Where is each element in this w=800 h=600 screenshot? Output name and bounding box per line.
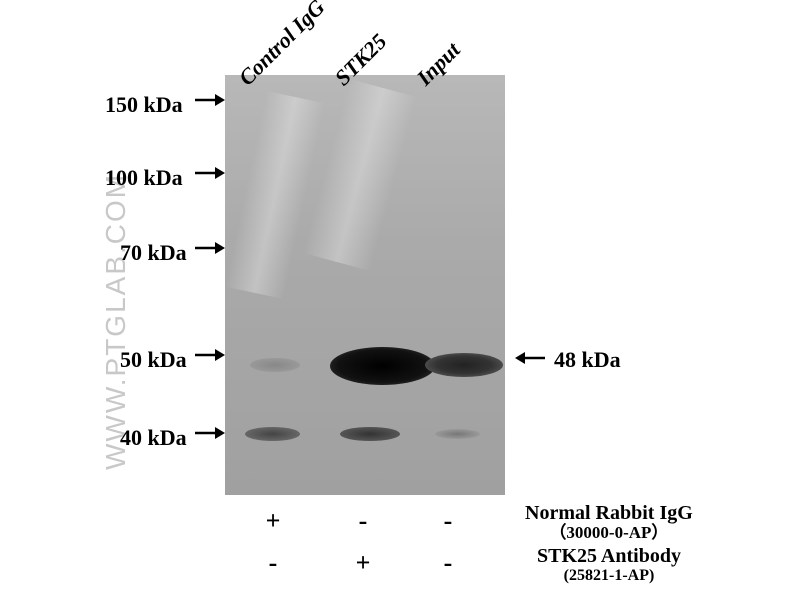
treatment-label-sub: （30000-0-AP） bbox=[525, 524, 693, 543]
arrow-icon bbox=[195, 423, 225, 449]
mw-label-50: 50 kDa bbox=[120, 347, 187, 373]
treatment-symbol: - bbox=[348, 506, 378, 536]
arrow-icon bbox=[195, 90, 225, 116]
band-stk25-48 bbox=[330, 347, 435, 385]
band-control-40 bbox=[245, 427, 300, 441]
blot-streak bbox=[225, 91, 325, 299]
mw-label-150: 150 kDa bbox=[105, 92, 183, 118]
figure-container: WWW.PTGLAB.COM 150 kDa 100 kDa 70 kDa 50… bbox=[0, 0, 800, 600]
treatment-label-igg: Normal Rabbit IgG （30000-0-AP） bbox=[525, 502, 693, 543]
arrow-icon bbox=[195, 345, 225, 371]
blot-image bbox=[225, 75, 505, 495]
mw-label-40: 40 kDa bbox=[120, 425, 187, 451]
treatment-symbol: + bbox=[258, 506, 288, 536]
treatment-label-sub: (25821-1-AP) bbox=[537, 567, 681, 585]
mw-label-100: 100 kDa bbox=[105, 165, 183, 191]
treatment-label-main: Normal Rabbit IgG bbox=[525, 502, 693, 524]
band-stk25-40 bbox=[340, 427, 400, 441]
mw-label-70: 70 kDa bbox=[120, 240, 187, 266]
treatment-label-stk25ab: STK25 Antibody (25821-1-AP) bbox=[537, 545, 681, 585]
arrow-icon bbox=[515, 348, 545, 374]
treatment-symbol: - bbox=[433, 548, 463, 578]
band-input-40 bbox=[435, 429, 480, 439]
treatment-symbol: + bbox=[348, 548, 378, 578]
band-input-48 bbox=[425, 353, 503, 377]
band-annotation: 48 kDa bbox=[554, 347, 621, 373]
treatment-symbol: - bbox=[258, 548, 288, 578]
band-control-48 bbox=[250, 358, 300, 372]
treatment-symbol: - bbox=[433, 506, 463, 536]
treatment-label-main: STK25 Antibody bbox=[537, 545, 681, 567]
arrow-icon bbox=[195, 163, 225, 189]
arrow-icon bbox=[195, 238, 225, 264]
